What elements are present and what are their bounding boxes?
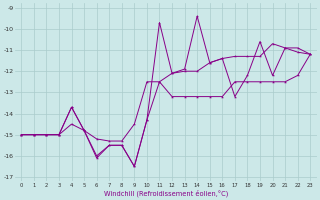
X-axis label: Windchill (Refroidissement éolien,°C): Windchill (Refroidissement éolien,°C): [104, 189, 228, 197]
